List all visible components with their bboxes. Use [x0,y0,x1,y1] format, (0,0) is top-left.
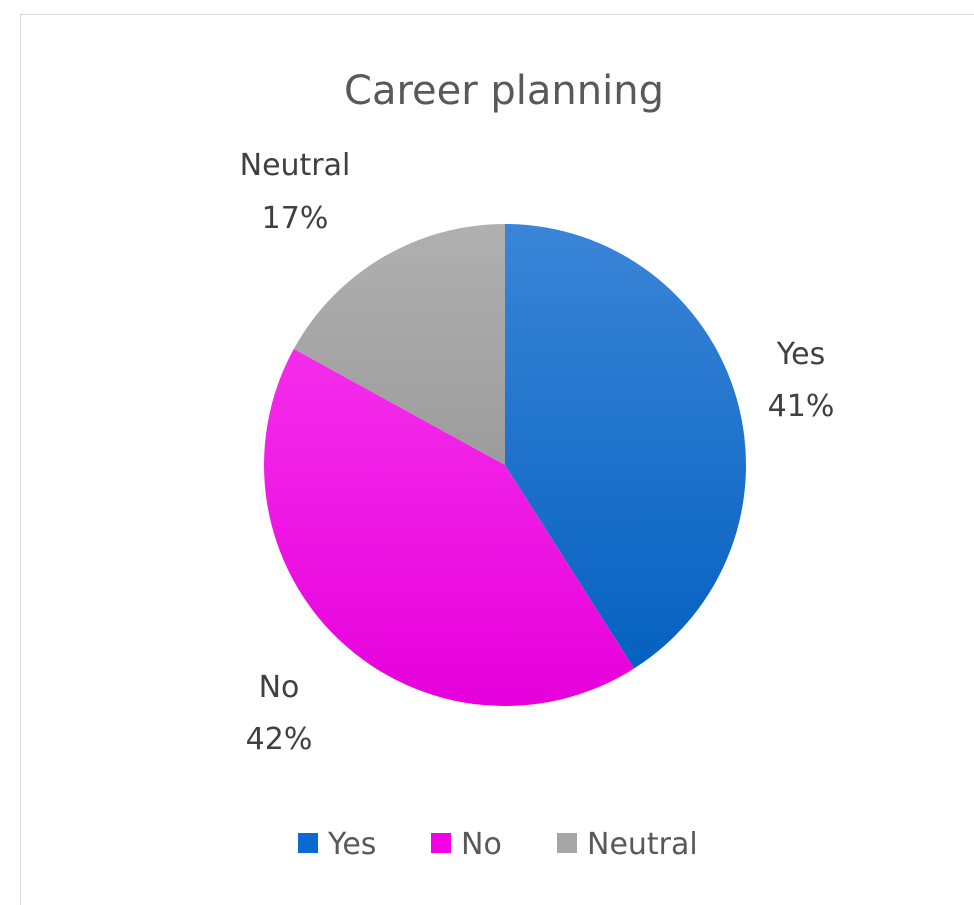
data-label-neutral-value: 17% [262,201,329,236]
legend-label-no: No [461,827,502,862]
pie-slice-no [263,348,635,706]
data-label-yes-category: Yes [776,337,825,372]
legend-swatch-yes [298,833,318,853]
pie-slice-neutral [293,224,505,465]
legend-swatch-neutral [557,833,577,853]
legend-swatch-no [431,833,451,853]
data-label-neutral-category: Neutral [240,148,351,183]
pie-slice-yes [505,224,747,669]
legend-label-neutral: Neutral [587,827,698,862]
legend: Yes No Neutral [298,827,698,862]
data-label-no-value: 42% [246,722,313,757]
data-label-yes-value: 41% [768,389,835,424]
pie-slices [263,224,747,706]
data-label-no-category: No [259,670,300,705]
legend-label-yes: Yes [327,827,376,862]
chart-title: Career planning [344,68,664,114]
